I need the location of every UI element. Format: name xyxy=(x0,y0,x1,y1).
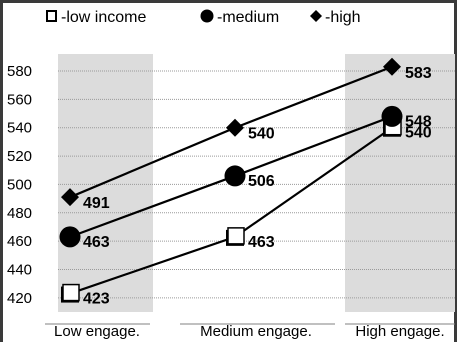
y-tick-label: 520 xyxy=(7,148,32,165)
data-point xyxy=(224,165,246,187)
data-point xyxy=(226,227,245,246)
legend-label: -low income xyxy=(61,9,146,26)
data-label: 506 xyxy=(248,173,275,190)
data-label: 548 xyxy=(405,113,432,130)
y-tick-label: 480 xyxy=(7,205,32,222)
legend: -low income -medium -high xyxy=(46,9,361,26)
x-category-label: High engage. xyxy=(355,323,444,340)
y-tick-label: 460 xyxy=(7,233,32,250)
y-tick-label: 500 xyxy=(7,176,32,193)
data-point xyxy=(226,118,244,137)
marker-face xyxy=(227,227,245,245)
frame-right xyxy=(454,0,457,342)
data-label: 423 xyxy=(83,291,110,308)
data-label: 583 xyxy=(405,65,432,82)
data-point xyxy=(381,105,403,127)
legend-marker-circle xyxy=(200,9,214,23)
legend-marker-square xyxy=(46,10,57,22)
y-tick-label: 420 xyxy=(7,290,32,307)
data-point xyxy=(383,57,401,76)
legend-marker-diamond xyxy=(310,10,322,22)
data-point xyxy=(61,188,79,207)
y-tick-label: 440 xyxy=(7,261,32,278)
series-diamond xyxy=(61,57,401,207)
data-label: 463 xyxy=(83,234,110,251)
y-tick-label: 580 xyxy=(7,63,32,80)
data-labels: 423 463 540 463 506 548 491 540 583 xyxy=(83,65,432,308)
x-category-label: Low engage. xyxy=(54,323,140,340)
legend-item: -low income xyxy=(46,9,146,26)
data-point xyxy=(59,226,81,248)
data-label: 540 xyxy=(248,126,275,143)
legend-item: -high xyxy=(310,9,361,26)
series-circle xyxy=(59,105,403,248)
series-square xyxy=(61,117,402,303)
data-label: 491 xyxy=(83,195,110,212)
y-tick-label: 540 xyxy=(7,120,32,137)
data-label: 463 xyxy=(248,234,275,251)
series xyxy=(59,57,403,303)
marker-face xyxy=(62,283,80,302)
category-bands xyxy=(58,54,455,312)
axis-labels: 420 440 460 480 500 520 540 560 580 Low engage. Me… xyxy=(7,63,455,340)
legend-label: -high xyxy=(325,9,361,26)
data-point xyxy=(61,283,80,303)
frame-left xyxy=(0,0,3,342)
legend-item: -medium xyxy=(200,9,279,26)
frame-top xyxy=(0,0,457,3)
data-label: 540 xyxy=(405,125,432,142)
category-band xyxy=(345,54,455,312)
legend-label: -medium xyxy=(217,9,279,26)
x-category-label: Medium engage. xyxy=(200,323,312,340)
y-tick-label: 560 xyxy=(7,91,32,108)
